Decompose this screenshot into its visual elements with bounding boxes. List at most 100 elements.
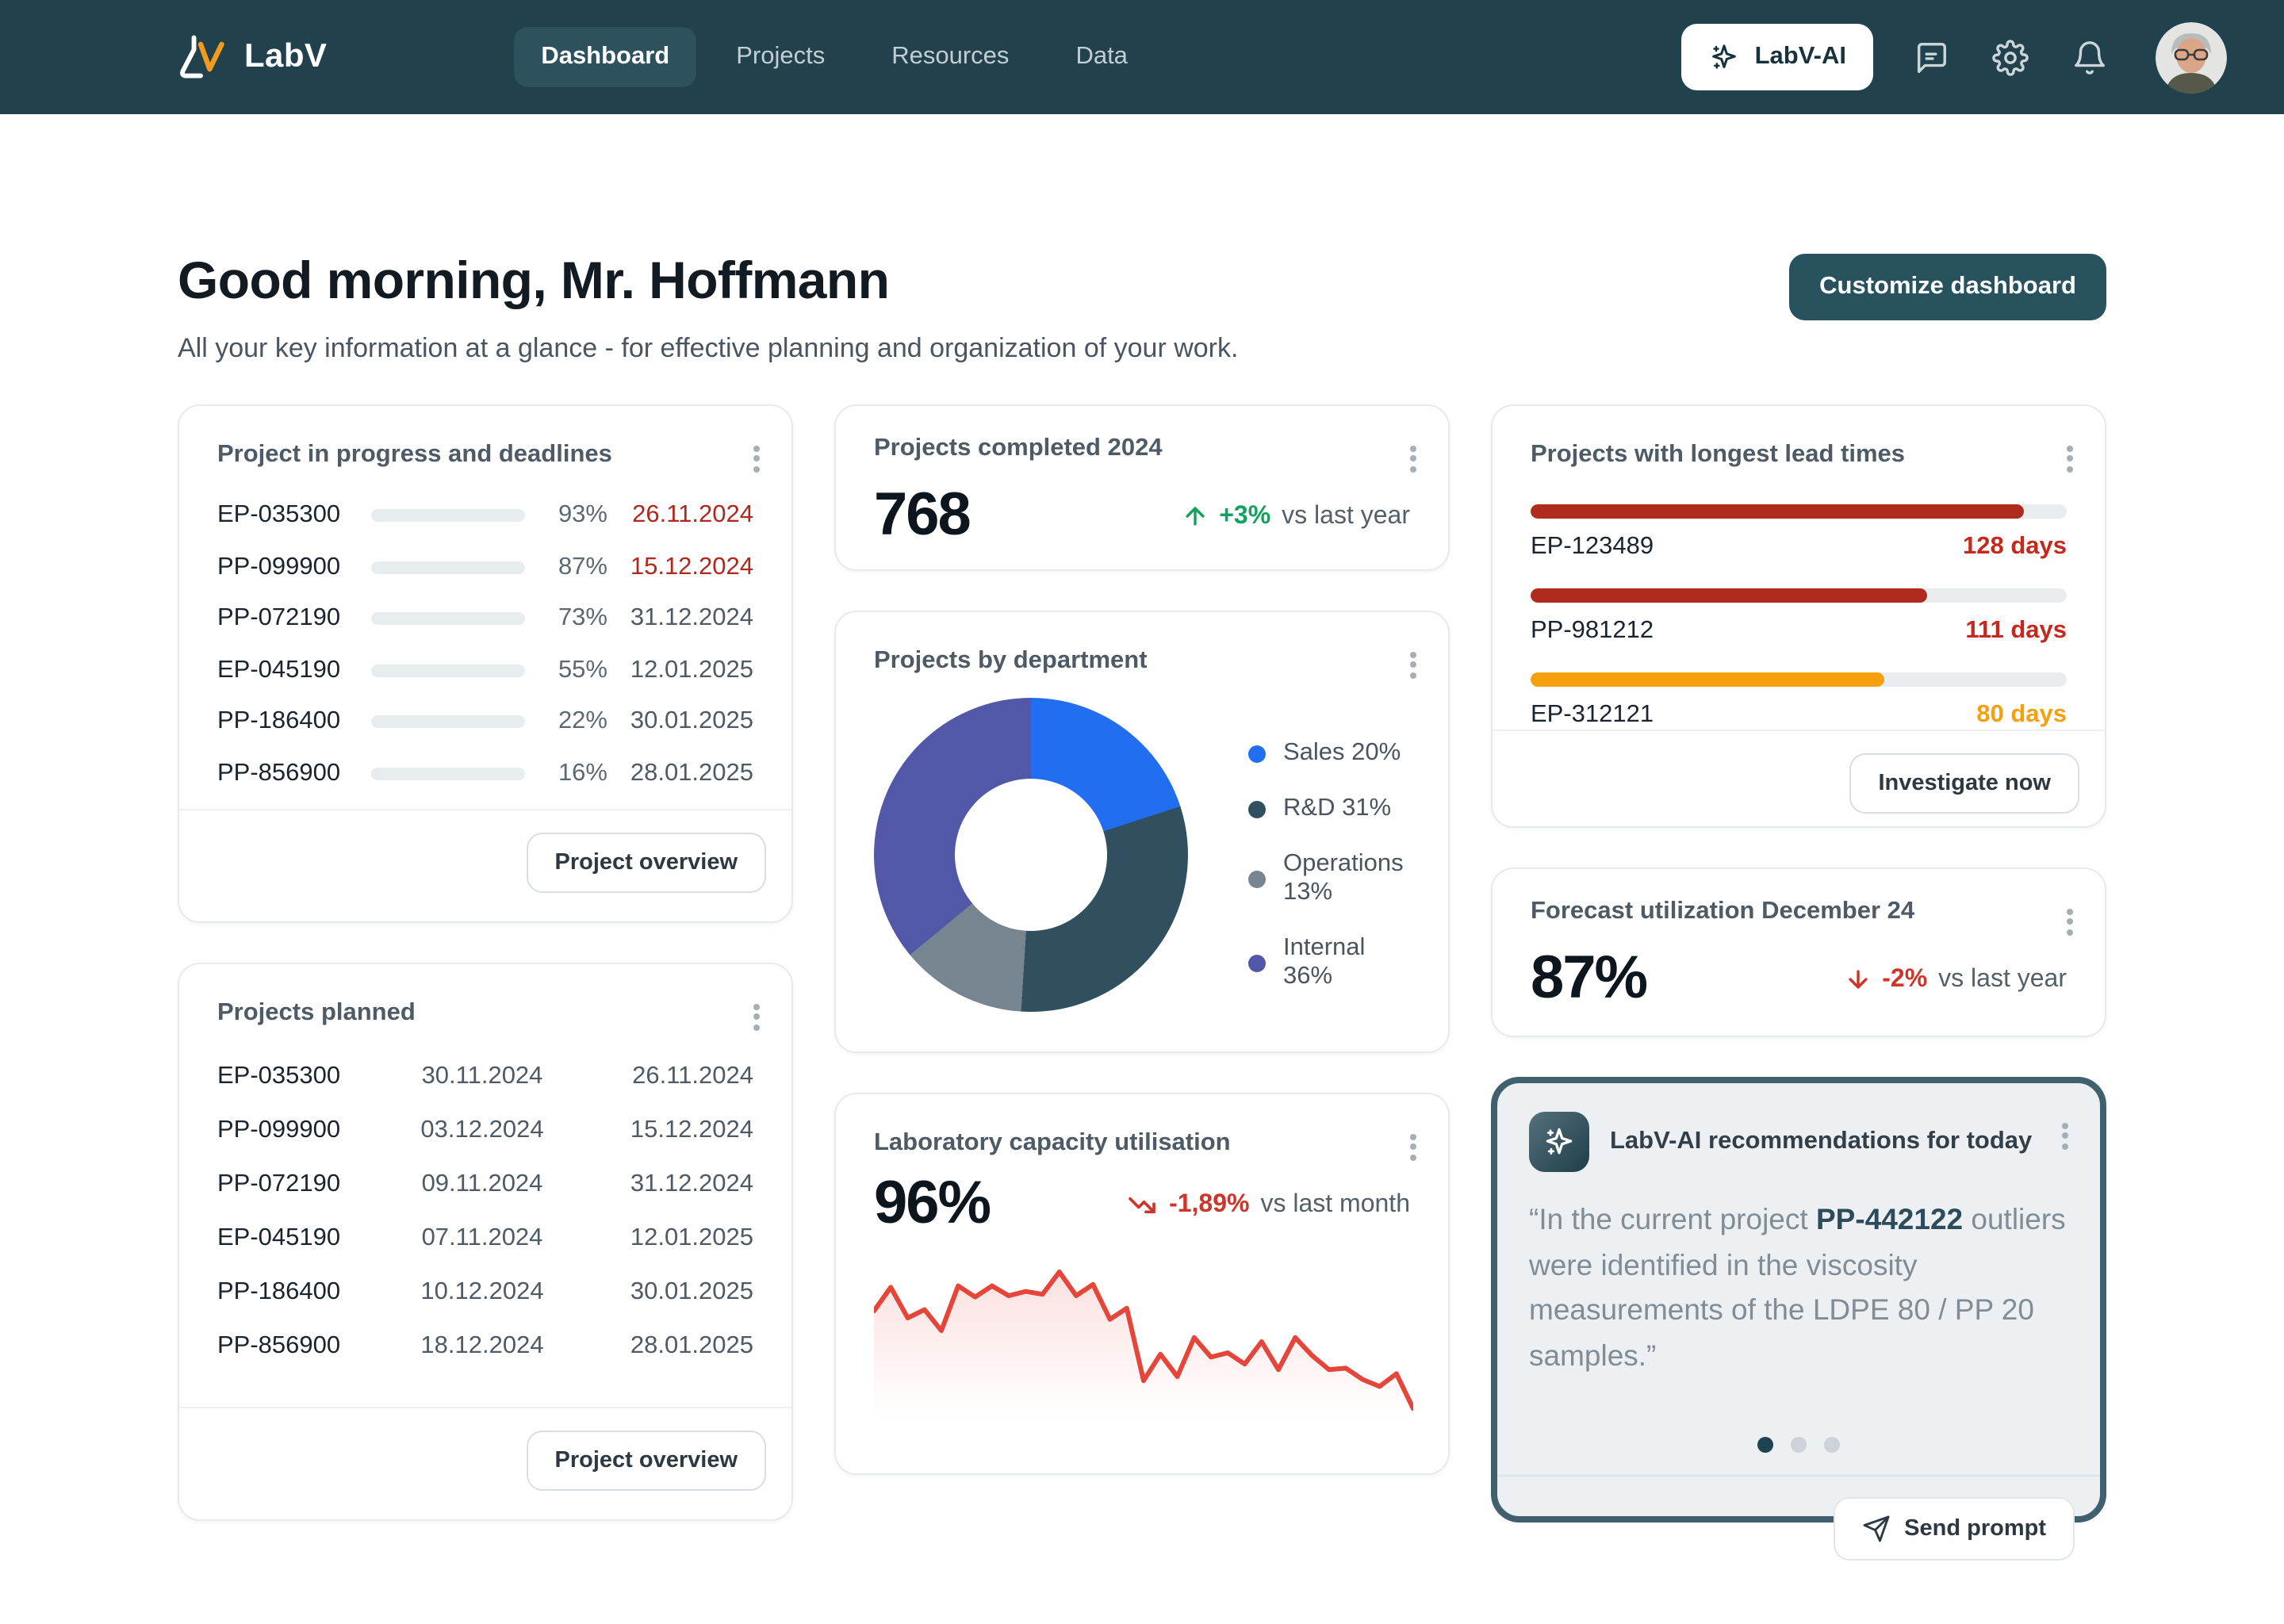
project-link[interactable]: PP-442122 — [1815, 1202, 1964, 1235]
lead-bar-track — [1531, 672, 2067, 687]
project-id: PP-186400 — [217, 707, 341, 734]
card-title: Project in progress and deadlines — [217, 441, 612, 468]
project-id: PP-856900 — [217, 759, 341, 786]
lead-bar-track — [1531, 504, 2067, 519]
investigate-now-button[interactable]: Investigate now — [1849, 753, 2079, 814]
project-id: EP-312121 — [1531, 701, 1654, 728]
carousel-dot-3[interactable] — [1824, 1437, 1840, 1454]
lead-time-row: EP-123489 128 days — [1531, 504, 2067, 561]
ai-card-header: LabV-AI recommendations for today — [1529, 1112, 2068, 1172]
settings-button[interactable] — [1989, 36, 2032, 79]
progress-bar-track — [371, 767, 525, 779]
kebab-menu-button[interactable] — [1401, 1120, 1426, 1174]
card-projects-by-department: Projects by department Sales 20% R&D 31%… — [834, 611, 1450, 1053]
card-footer: Investigate now — [1493, 730, 2105, 817]
legend-item: Internal 36% — [1248, 934, 1410, 991]
card-footer: Project overview — [179, 1407, 791, 1494]
kebab-menu-button[interactable] — [744, 431, 769, 485]
bell-icon — [2075, 40, 2105, 74]
page-subtitle: All your key information at a glance - f… — [178, 333, 1239, 363]
legend-dot-icon — [1248, 800, 1266, 818]
dashboard-main: Good morning, Mr. Hoffmann All your key … — [0, 114, 2284, 1561]
planned-row: PP-072190 09.11.2024 31.12.2024 — [217, 1170, 753, 1199]
kebab-menu-button[interactable] — [2057, 431, 2083, 485]
deadline-date: 31.12.2024 — [630, 604, 753, 631]
card-labv-ai-recommendations: LabV-AI recommendations for today “In th… — [1491, 1077, 2106, 1561]
brand-logo[interactable]: LabV — [174, 30, 327, 84]
carousel-dots — [1529, 1437, 2068, 1454]
donut-chart-wrap: Sales 20% R&D 31% Operations 13% Interna… — [874, 698, 1410, 1012]
column-middle: Projects completed 2024 768 +3% vs last … — [834, 404, 1450, 1475]
lead-time-row: EP-312121 80 days — [1531, 672, 2067, 730]
nav-tab-projects[interactable]: Projects — [736, 43, 826, 70]
card-title: Projects planned — [217, 999, 416, 1026]
kpi-delta: -1,89% vs last month — [1126, 1189, 1410, 1220]
end-date: 28.01.2025 — [630, 1332, 753, 1359]
planned-row: EP-045190 07.11.2024 12.01.2025 — [217, 1224, 753, 1253]
nav-right-cluster: LabV-AI — [1681, 21, 2227, 93]
cards-grid: Project in progress and deadlines EP-035… — [178, 404, 2106, 1561]
user-avatar[interactable] — [2156, 21, 2227, 93]
progress-bar-track — [371, 715, 525, 728]
kebab-menu-button[interactable] — [1401, 431, 1426, 485]
legend-dot-icon — [1248, 954, 1266, 971]
kpi-row: 768 +3% vs last year — [874, 482, 1410, 550]
lead-bar-fill — [1531, 504, 2024, 519]
kpi-value: 96% — [874, 1170, 991, 1237]
delta-label: vs last year — [1282, 502, 1410, 529]
project-overview-button[interactable]: Project overview — [526, 1431, 766, 1491]
progress-bar-track — [371, 664, 525, 676]
kebab-menu-button[interactable] — [1401, 638, 1426, 691]
kpi-row: 87% -2% vs last year — [1531, 945, 2067, 1013]
sparkline-line — [874, 1270, 1413, 1411]
nav-tabs: Dashboard Projects Resources Data — [514, 27, 1155, 87]
kebab-menu-button[interactable] — [2052, 1109, 2078, 1162]
progress-row: PP-186400 22% 30.01.2025 — [217, 707, 753, 736]
end-date: 31.12.2024 — [630, 1170, 753, 1197]
lead-bar-fill — [1531, 672, 1885, 687]
progress-bar-track — [371, 509, 525, 522]
kebab-menu-button[interactable] — [744, 990, 769, 1044]
page-header: Good morning, Mr. Hoffmann All your key … — [178, 251, 2106, 365]
nav-tab-resources[interactable]: Resources — [891, 43, 1010, 70]
department-donut-chart — [874, 698, 1188, 1012]
labv-flask-logo-icon — [180, 35, 224, 79]
legend-label: Sales 20% — [1283, 739, 1401, 766]
card-title: Projects completed 2024 — [874, 435, 1163, 462]
page-title: Good morning, Mr. Hoffmann — [178, 251, 890, 309]
labv-ai-button[interactable]: LabV-AI — [1681, 24, 1873, 90]
customize-dashboard-button[interactable]: Customize dashboard — [1789, 254, 2106, 320]
start-date: 03.12.2024 — [420, 1116, 544, 1143]
notifications-button[interactable] — [2068, 36, 2111, 79]
lead-time-rows: EP-123489 128 days PP-981212 111 days EP… — [1531, 504, 2067, 730]
card-footer: Send prompt — [1497, 1475, 2100, 1567]
legend-item: Sales 20% — [1248, 739, 1410, 768]
carousel-dot-1[interactable] — [1757, 1437, 1773, 1454]
project-id: PP-856900 — [217, 1332, 341, 1359]
send-prompt-button[interactable]: Send prompt — [1833, 1497, 2075, 1561]
legend-label: Internal 36% — [1283, 934, 1366, 990]
nav-tab-data[interactable]: Data — [1075, 43, 1128, 70]
progress-row: PP-099900 87% 15.12.2024 — [217, 553, 753, 581]
messages-button[interactable] — [1910, 36, 1953, 79]
project-overview-button[interactable]: Project overview — [526, 833, 766, 893]
project-id: PP-072190 — [217, 1170, 341, 1197]
legend-dot-icon — [1248, 745, 1266, 762]
kpi-row: 96% -1,89% vs last month — [874, 1170, 1410, 1239]
project-id: EP-045190 — [217, 1224, 341, 1251]
carousel-dot-2[interactable] — [1791, 1437, 1807, 1454]
project-id: EP-123489 — [1531, 533, 1654, 560]
delta-label: vs last month — [1260, 1190, 1410, 1217]
capacity-sparkline-chart — [874, 1270, 1413, 1419]
lead-bar-track — [1531, 588, 2067, 603]
delta-label: vs last year — [1938, 965, 2067, 992]
deadline-date: 15.12.2024 — [630, 553, 753, 580]
top-nav: LabV Dashboard Projects Resources Data LabV… — [0, 0, 2284, 114]
deadline-date: 12.01.2025 — [630, 656, 753, 683]
kebab-menu-button[interactable] — [2057, 894, 2083, 948]
end-date: 26.11.2024 — [632, 1063, 753, 1090]
end-date: 15.12.2024 — [630, 1116, 753, 1143]
lead-days: 128 days — [1963, 533, 2067, 560]
card-title: LabV-AI recommendations for today — [1610, 1128, 2033, 1155]
nav-tab-dashboard[interactable]: Dashboard — [514, 27, 697, 87]
